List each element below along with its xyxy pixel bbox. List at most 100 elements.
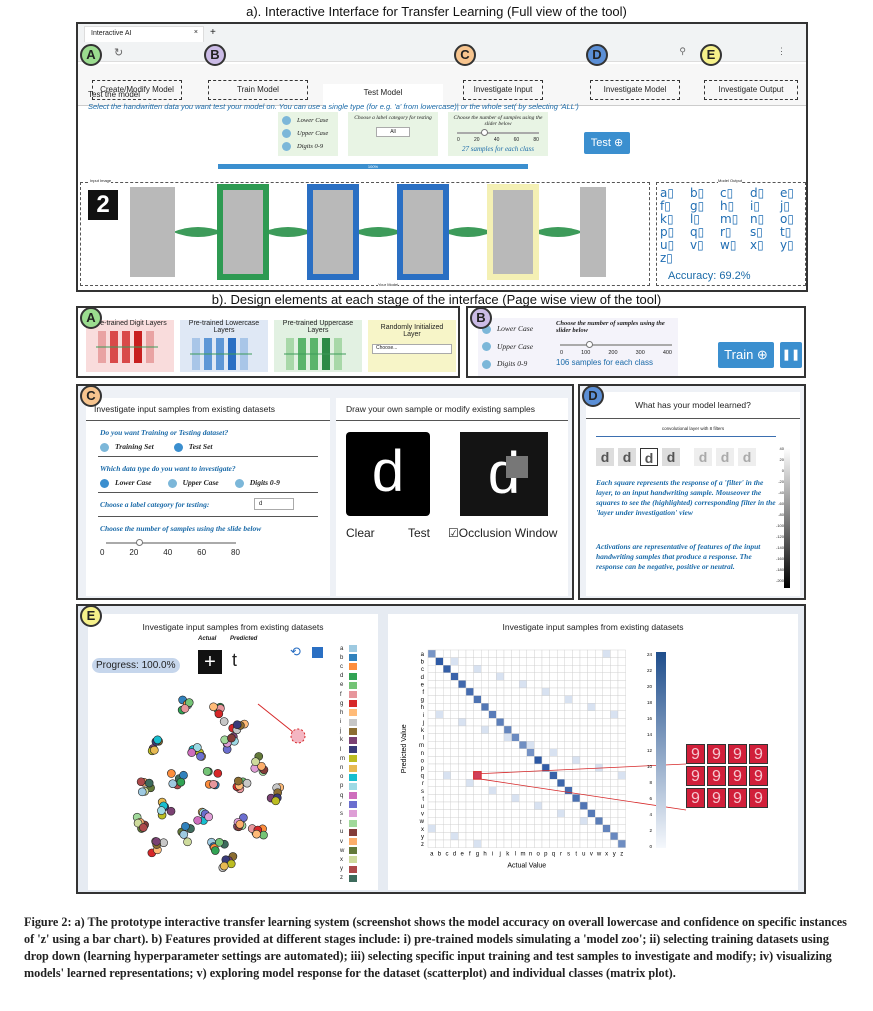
matrix-cell: [587, 748, 596, 757]
colorbar-tick: 2: [649, 828, 652, 833]
model-output-label: Model Output: [718, 178, 743, 183]
card-uppercase[interactable]: Pre-trained Uppercase Layers: [274, 320, 362, 372]
c-slider[interactable]: [106, 539, 236, 546]
legend-item-g: g: [340, 699, 370, 708]
matrix-cell: [450, 824, 459, 833]
matrix-cell: [496, 702, 505, 711]
train-samples-text: 106 samples for each class: [556, 358, 653, 367]
test-button[interactable]: Test ⊕: [584, 132, 630, 154]
matrix-cell: [594, 665, 603, 674]
stop-icon[interactable]: [312, 647, 323, 658]
reload-icon[interactable]: ↻: [114, 47, 124, 59]
matrix-cell: [427, 832, 436, 841]
layer-select[interactable]: Choose...: [372, 344, 452, 354]
matrix-cell: [458, 672, 467, 681]
matrix-cell: [556, 665, 565, 674]
matrix-cell: [534, 725, 543, 734]
drawing-canvas[interactable]: d: [346, 432, 430, 516]
c-option-digits[interactable]: Digits 0-9: [234, 478, 280, 488]
confusion-matrix[interactable]: aabbccddeeffgghhiijjkkllmmnnooppqqrrsstt…: [388, 634, 798, 890]
menu-icon[interactable]: ⋮: [777, 46, 786, 56]
tab-investigate-model[interactable]: Investigate Model: [590, 80, 680, 100]
train-option-upper[interactable]: Upper Case: [482, 342, 533, 352]
tab-create-model[interactable]: Create/Modify Model: [92, 80, 182, 100]
label-select[interactable]: d: [254, 498, 294, 510]
new-tab-icon[interactable]: +: [210, 27, 216, 38]
matrix-cell: [526, 672, 535, 681]
matrix-cell: [610, 680, 619, 689]
option-test[interactable]: Test Set: [173, 442, 212, 452]
test-slider[interactable]: [457, 129, 539, 136]
close-icon[interactable]: ×: [193, 29, 198, 36]
matrix-cell: [450, 657, 459, 666]
matrix-cell: [443, 771, 452, 780]
matrix-cell: [602, 832, 611, 841]
browser-tab[interactable]: Interactive AI ×: [84, 26, 204, 42]
matrix-cell: [610, 657, 619, 666]
test-draw-button[interactable]: Test: [408, 526, 431, 540]
matrix-cell: [488, 816, 497, 825]
option-lower[interactable]: Lower Case: [282, 116, 334, 125]
matrix-cell: [427, 771, 436, 780]
occlusion-window[interactable]: [506, 456, 528, 478]
filter-square[interactable]: d: [662, 448, 680, 466]
tab-investigate-output[interactable]: Investigate Output: [704, 80, 798, 100]
matrix-cell: [572, 794, 581, 803]
filter-square[interactable]: d: [640, 448, 658, 466]
tab-train-model[interactable]: Train Model: [208, 80, 308, 100]
tab-investigate-input[interactable]: Investigate Input: [463, 80, 543, 100]
search-icon[interactable]: ⚲: [679, 46, 686, 56]
matrix-cell: [511, 801, 520, 810]
matrix-cell: [503, 824, 512, 833]
matrix-title: Investigate input samples from existing …: [502, 622, 684, 632]
tab-test-model[interactable]: Test Model: [323, 84, 443, 106]
row-label: y: [421, 834, 424, 840]
matrix-cell: [541, 657, 550, 666]
filter-square[interactable]: d: [694, 448, 712, 466]
badge-c: C: [454, 44, 476, 66]
input-investigate-card: Investigate input samples from existing …: [86, 398, 330, 596]
matrix-cell: [556, 839, 565, 848]
filter-square[interactable]: d: [596, 448, 614, 466]
filter-square[interactable]: d: [738, 448, 756, 466]
train-option-digits[interactable]: Digits 0-9: [482, 359, 533, 369]
matrix-cell: [473, 680, 482, 689]
matrix-cell: [572, 702, 581, 711]
activation-explanation: Activations are representative of featur…: [596, 542, 761, 571]
matrix-cell: [587, 824, 596, 833]
matrix-cell: [480, 649, 489, 658]
occlusion-canvas[interactable]: d: [460, 432, 548, 516]
train-slider[interactable]: [560, 341, 672, 348]
matrix-cell: [518, 763, 527, 772]
option-upper[interactable]: Upper Case: [282, 129, 334, 138]
matrix-cell: [488, 702, 497, 711]
filter-square[interactable]: d: [716, 448, 734, 466]
filter-square[interactable]: d: [618, 448, 636, 466]
scatterplot[interactable]: [118, 684, 318, 884]
matrix-cell: [610, 710, 619, 719]
clear-button[interactable]: Clear: [346, 526, 375, 540]
option-digits[interactable]: Digits 0-9: [282, 142, 334, 151]
matrix-cell: [465, 786, 474, 795]
filter-explanation: Each square represents the response of a…: [596, 478, 776, 517]
card-random[interactable]: Randomly Initialized Layer Choose...: [368, 320, 456, 372]
matrix-cell: [496, 794, 505, 803]
matrix-cell: [564, 763, 573, 772]
matrix-cell: [610, 687, 619, 696]
c-option-upper[interactable]: Upper Case: [167, 478, 219, 488]
card-lowercase[interactable]: Pre-trained Lowercase Layers: [180, 320, 268, 372]
pause-button[interactable]: ❚❚: [780, 342, 802, 368]
c-option-lower[interactable]: Lower Case: [100, 478, 151, 488]
card-digit[interactable]: Pre-trained Digit Layers: [86, 320, 174, 372]
matrix-cell: [587, 763, 596, 772]
option-training[interactable]: Training Set: [100, 442, 154, 452]
train-option-lower[interactable]: Lower Case: [482, 324, 533, 334]
layer-track[interactable]: [596, 436, 776, 437]
matrix-cell: [480, 824, 489, 833]
refresh-icon[interactable]: ⟲: [290, 644, 301, 659]
panel-a: A Pre-trained Digit Layers Pre-trained L…: [76, 306, 460, 378]
occlusion-checkbox[interactable]: ☑Occlusion Window: [448, 526, 558, 540]
train-button[interactable]: Train ⊕: [718, 342, 774, 368]
category-select[interactable]: All: [376, 127, 410, 137]
